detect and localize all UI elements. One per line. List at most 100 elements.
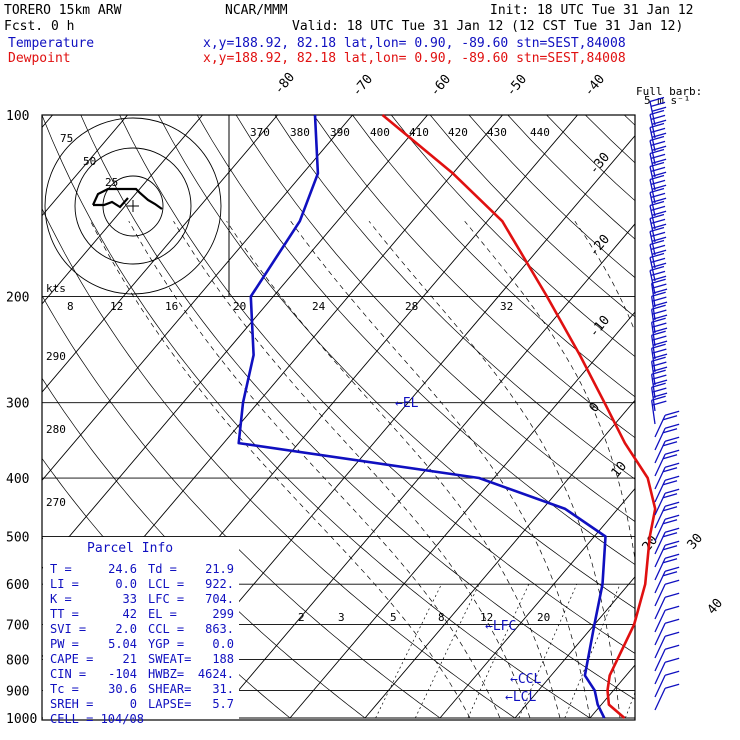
isotherm--80 — [42, 115, 353, 482]
isotherm--90 — [42, 115, 278, 393]
wind-barb-staff — [654, 453, 666, 477]
wind-barb-flag — [651, 236, 667, 242]
wind-barb-staff — [654, 557, 666, 581]
wind-barb-flag — [649, 161, 665, 168]
wind-barb-staff — [654, 596, 666, 620]
dry-adiabat-100 — [352, 115, 635, 398]
theta-label-400: 400 — [370, 126, 390, 139]
parcel-row-4-col-2: CCL = — [148, 622, 184, 636]
wind-barb-flag — [652, 366, 668, 372]
init-time: Init: 18 UTC Tue 31 Jan 12 — [490, 3, 694, 18]
wind-barb-flag — [649, 252, 665, 259]
org-title: NCAR/MMM — [225, 3, 288, 18]
wind-barb-flag — [649, 122, 665, 129]
dry-adiabat-170 — [624, 115, 635, 126]
parcel-info-box: Parcel Info T = 24.6 Td = 21.9 LI = 0.0 LCL = 9… — [43, 537, 239, 726]
dry-adiabat-70 — [235, 115, 635, 522]
temperature-legend: Temperature — [8, 36, 94, 51]
wind-barb-flag — [664, 423, 680, 429]
parcel-row-5-col-2: YGP = — [148, 637, 184, 651]
wind-barb-staff — [654, 609, 666, 633]
parcel-row-2-col-0: K = — [50, 592, 72, 606]
wind-barb-flag — [652, 283, 667, 289]
wind-barb-staff — [654, 505, 666, 529]
wind-barb-flag — [650, 101, 666, 108]
wind-barb-flag — [651, 119, 667, 125]
wind-barb-flag — [652, 309, 667, 315]
moist-adiabat-4 — [90, 221, 471, 719]
parcel-row-9-col-1: 0 — [130, 697, 137, 711]
pressure-label-800: 800 — [6, 654, 29, 669]
wind-barb-staff — [654, 479, 666, 503]
wind-barb-staff — [651, 400, 656, 425]
parcel-row-5-col-0: PW = — [50, 637, 79, 651]
parcel-row-1-col-3: 922. — [205, 577, 234, 591]
theta-label-370: 370 — [250, 126, 270, 139]
wind-barbs — [649, 96, 680, 711]
parcel-row-0-col-3: 21.9 — [205, 562, 234, 576]
pressure-label-600: 600 — [6, 578, 29, 593]
wind-barb-staff — [654, 570, 666, 594]
isotherm-label--80: -80 — [272, 70, 299, 98]
wind-barb-flag — [651, 106, 667, 112]
pressure-label-200: 200 — [6, 291, 29, 306]
wind-barb-flag — [651, 291, 666, 297]
wind-barb-flag — [649, 148, 665, 155]
parcel-row-9-col-2: LAPSE= — [148, 697, 191, 711]
wind-barb-flag — [651, 382, 666, 388]
wind-barb-staff — [654, 518, 666, 542]
parcel-row-3-col-3: 299 — [212, 607, 234, 621]
upper-axis-label-12: 12 — [110, 300, 123, 313]
parcel-row-5-col-1: 5.04 — [108, 637, 137, 651]
parcel-row-6-col-3: 188 — [212, 652, 234, 666]
wind-barb-staff — [654, 466, 666, 490]
wind-barb-flag — [652, 327, 668, 333]
pressure-label-500: 500 — [6, 530, 29, 545]
pressure-label-700: 700 — [6, 619, 29, 634]
isotherm-label-40: 40 — [705, 596, 727, 618]
wind-barb-flag — [662, 467, 678, 473]
wind-barb-staff — [654, 440, 666, 464]
hodo-label-75: 75 — [60, 132, 73, 145]
wind-barb-staff — [654, 687, 666, 711]
hodograph: 75 50 25 kts — [44, 117, 222, 295]
wind-barb-flag — [662, 506, 678, 512]
wind-barb-flag — [651, 278, 666, 284]
parcel-row-8-col-2: SHEAR= — [148, 682, 191, 696]
wind-barb-flag — [662, 441, 678, 447]
wind-barb-flag — [652, 322, 667, 328]
hodo-units: kts — [46, 282, 66, 295]
wind-barb-flag — [652, 314, 668, 320]
hodo-trace — [91, 187, 163, 210]
isotherm--110 — [42, 115, 128, 217]
wind-barb-staff — [654, 544, 666, 568]
annotation-LCL: ←LCL — [505, 690, 536, 705]
wind-barb-flag — [664, 644, 680, 650]
pressure-label-400: 400 — [6, 472, 29, 487]
parcel-row-7-col-3: 4624. — [198, 667, 234, 681]
isotherm--70 — [42, 115, 428, 570]
dry-adiabat-140 — [507, 115, 635, 240]
parcel-row-6-col-1: 21 — [123, 652, 137, 666]
parcel-row-1-col-2: LCL = — [148, 577, 184, 591]
isotherm-label--10: -10 — [587, 313, 614, 341]
dry-adiabat-190 — [702, 115, 740, 718]
parcel-row-9-col-3: 5.7 — [212, 697, 234, 711]
wind-barb-flag — [649, 213, 665, 220]
wind-barb-flag — [649, 109, 665, 116]
parcel-row-1-col-0: LI = — [50, 577, 79, 591]
parcel-row-3-col-2: EL = — [148, 607, 177, 621]
parcel-info-title: Parcel Info — [87, 541, 173, 556]
hodo-label-25: 25 — [105, 176, 118, 189]
wind-barb-staff — [654, 635, 666, 659]
wind-barb-flag — [651, 369, 666, 375]
upper-axis-label-16: 16 — [165, 300, 178, 313]
parcel-row-2-col-3: 704. — [205, 592, 234, 606]
mixing-ratio-label-8: 8 — [438, 611, 445, 624]
isotherm-label--70: -70 — [350, 72, 377, 100]
parcel-row-9-col-0: SREH = — [50, 697, 93, 711]
upper-axis-label-24: 24 — [312, 300, 326, 313]
pressure-label-900: 900 — [6, 684, 29, 699]
dry-adiabat-50 — [158, 115, 635, 610]
theta-label-410: 410 — [409, 126, 429, 139]
